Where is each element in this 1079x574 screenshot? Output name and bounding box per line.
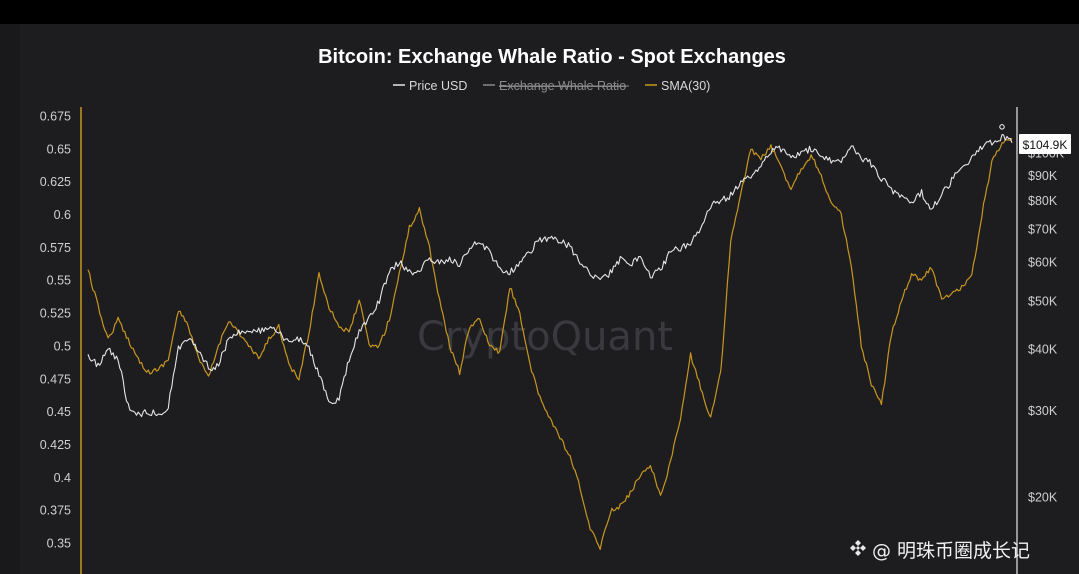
current-price-label: $104.9K xyxy=(1023,138,1068,152)
left-shadow-edge xyxy=(0,24,20,574)
legend-label-sma-30: SMA(30) xyxy=(661,79,710,93)
left-axis-tick-label: 0.425 xyxy=(40,438,71,452)
legend-item-sma-30[interactable]: SMA(30) xyxy=(645,79,710,93)
left-axis-tick-label: 0.6 xyxy=(54,208,71,222)
left-axis-tick-label: 0.625 xyxy=(40,175,71,189)
legend-item-exchange-whale-ratio[interactable]: Exchange Whale Ratio xyxy=(483,79,629,93)
right-axis-tick-label: $50K xyxy=(1028,295,1058,309)
left-axis-tick-label: 0.4 xyxy=(54,471,71,485)
right-axis-ticks: $100K$90K$80K$70K$60K$50K$40K$30K$20K xyxy=(1028,147,1065,505)
source-watermark xyxy=(850,540,866,556)
diamond-logo-icon xyxy=(850,540,866,556)
right-axis-tick-label: $60K xyxy=(1028,256,1058,270)
left-axis-tick-label: 0.35 xyxy=(47,537,71,551)
price-usd-line xyxy=(87,134,1013,418)
chart-watermark: CryptoQuant xyxy=(417,314,673,360)
right-axis-tick-label: $40K xyxy=(1028,342,1058,356)
current-price-badge-box xyxy=(1019,134,1071,154)
left-axis-tick-label: 0.475 xyxy=(40,372,71,386)
left-axis-ticks: 0.675 0.65 0.625 0.6 0.575 0.55 0.525 0.5 0.475 0… xyxy=(40,110,71,551)
left-axis-tick-label: 0.575 xyxy=(40,241,71,255)
sma-30-line xyxy=(87,137,1013,551)
right-axis-tick-label: $70K xyxy=(1028,223,1058,237)
legend-item-price-usd[interactable]: Price USD xyxy=(393,79,467,93)
legend: Price USD Exchange Whale Ratio SMA(30) xyxy=(393,79,710,93)
current-price-badge: $104.9K xyxy=(1019,134,1071,154)
left-axis-tick-label: 0.65 xyxy=(47,142,71,156)
right-axis-tick-label: $20K xyxy=(1028,491,1058,505)
chart-title: Bitcoin: Exchange Whale Ratio - Spot Exc… xyxy=(318,46,786,68)
right-axis-tick-label: $30K xyxy=(1028,404,1058,418)
left-axis-tick-label: 0.375 xyxy=(40,504,71,518)
left-axis-tick-label: 0.5 xyxy=(54,339,71,353)
legend-label-price-usd: Price USD xyxy=(409,79,467,93)
source-handle-text: @ 明珠币圈成长记 xyxy=(872,540,1031,562)
left-axis-tick-label: 0.45 xyxy=(47,405,71,419)
right-axis-tick-label: $90K xyxy=(1028,169,1058,183)
last-price-marker xyxy=(999,124,1005,130)
right-axis-tick-label: $80K xyxy=(1028,194,1058,208)
top-black-bar xyxy=(0,0,1079,24)
left-axis-tick-label: 0.675 xyxy=(40,110,71,124)
left-axis-tick-label: 0.525 xyxy=(40,307,71,321)
plot-area xyxy=(87,124,1013,551)
chart-background xyxy=(0,24,1079,574)
left-axis-tick-label: 0.55 xyxy=(47,274,71,288)
